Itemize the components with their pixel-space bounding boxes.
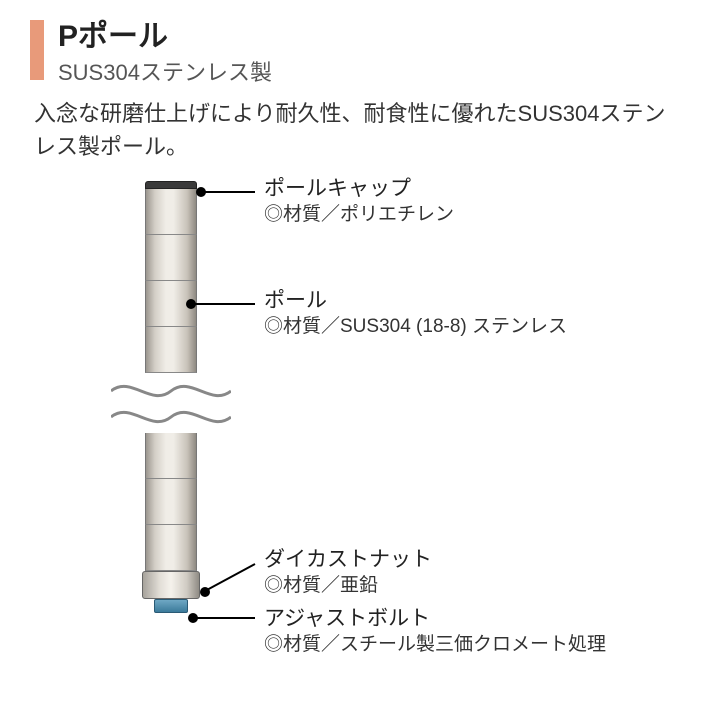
description-text: 入念な研磨仕上げにより耐久性、耐食性に優れたSUS304ステンレス製ポール。 (34, 97, 680, 163)
callout-label-cap: ポールキャップ ◎材質／ポリエチレン (264, 175, 454, 229)
part-diagram: ポールキャップ ◎材質／ポリエチレン ポール ◎材質／SUS304 (18-8)… (30, 181, 680, 681)
diecast-nut-shape (142, 571, 200, 599)
callout-label-diecast: ダイカストナット ◎材質／亜鉛 (264, 546, 432, 600)
pole-segment (145, 235, 197, 281)
callout-label-pole: ポール ◎材質／SUS304 (18-8) ステンレス (264, 287, 567, 341)
callout-leader-pole (191, 303, 255, 305)
callout-label-bolt: アジャストボルト ◎材質／スチール製三価クロメート処理 (264, 605, 606, 659)
label-text: ポール (264, 287, 567, 314)
label-text: ダイカストナット (264, 546, 432, 573)
page-subtitle: SUS304ステンレス製 (58, 55, 272, 87)
pole-segment (145, 433, 197, 479)
title-block: Pポール SUS304ステンレス製 (58, 20, 272, 87)
label-text: アジャストボルト (264, 605, 606, 632)
pole-segment (145, 525, 197, 571)
label-text: ポールキャップ (264, 175, 454, 202)
callout-leader-bolt (193, 617, 255, 619)
page-title: Pポール (58, 20, 272, 53)
header: Pポール SUS304ステンレス製 (30, 20, 680, 87)
pole-segment (145, 479, 197, 525)
pole-segment (145, 189, 197, 235)
pole-cap-shape (145, 181, 197, 189)
label-subtext: ◎材質／スチール製三価クロメート処理 (264, 632, 606, 659)
accent-bar (30, 20, 44, 80)
pole-graphic (145, 181, 197, 613)
adjust-bolt-shape (154, 599, 188, 613)
label-subtext: ◎材質／亜鉛 (264, 573, 432, 600)
label-subtext: ◎材質／ポリエチレン (264, 202, 454, 229)
callout-leader-diecast (200, 562, 260, 596)
pole-segment (145, 327, 197, 373)
break-indicator (111, 373, 231, 433)
label-subtext: ◎材質／SUS304 (18-8) ステンレス (264, 314, 567, 341)
callout-leader-cap (201, 191, 255, 193)
